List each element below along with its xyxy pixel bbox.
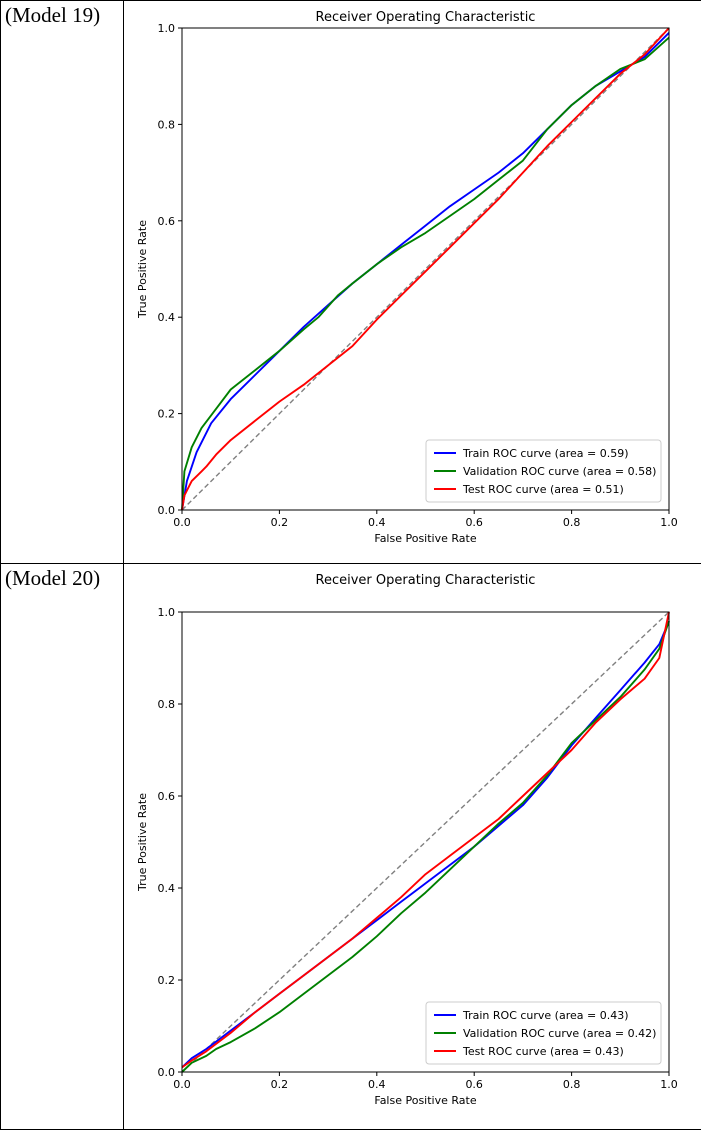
legend-entry: Validation ROC curve (area = 0.58) bbox=[463, 465, 656, 478]
y-tick-label: 0.4 bbox=[158, 882, 176, 895]
y-axis-label: True Positive Rate bbox=[136, 793, 149, 892]
x-tick-label: 0.4 bbox=[368, 1078, 386, 1091]
chance-diagonal-line bbox=[182, 28, 669, 510]
panel-row-model-20: (Model 20) Receiver Operating Characteri… bbox=[1, 564, 701, 1130]
y-ticks: 0.0 0.2 0.4 0.6 0.8 1.0 bbox=[158, 606, 183, 1079]
x-axis-label: False Positive Rate bbox=[374, 1094, 476, 1107]
x-tick-label: 0.6 bbox=[465, 1078, 483, 1091]
y-tick-label: 0.2 bbox=[158, 408, 176, 421]
chart-cell: Receiver Operating Characteristic 0.0 0.2… bbox=[124, 1, 701, 564]
y-tick-label: 0.6 bbox=[158, 790, 176, 803]
y-tick-label: 0.0 bbox=[158, 504, 176, 517]
model-label: (Model 20) bbox=[5, 566, 100, 591]
y-tick-label: 0.8 bbox=[158, 698, 176, 711]
x-tick-label: 0.8 bbox=[563, 516, 581, 529]
y-axis-label: True Positive Rate bbox=[136, 220, 149, 319]
y-tick-label: 0.8 bbox=[158, 118, 176, 131]
x-tick-label: 0.0 bbox=[173, 1078, 191, 1091]
panel-row-model-19: (Model 19) Receiver Operating Characteri… bbox=[1, 1, 701, 564]
y-tick-label: 1.0 bbox=[158, 22, 176, 35]
x-tick-label: 0.2 bbox=[271, 516, 289, 529]
legend-entry: Test ROC curve (area = 0.43) bbox=[462, 1045, 624, 1058]
legend-entry: Train ROC curve (area = 0.59) bbox=[462, 447, 629, 460]
x-tick-label: 0.6 bbox=[465, 516, 483, 529]
x-tick-label: 0.0 bbox=[173, 516, 191, 529]
x-tick-label: 0.2 bbox=[271, 1078, 289, 1091]
diagonal-layer bbox=[182, 28, 669, 510]
series-line-1 bbox=[182, 38, 669, 510]
model-label: (Model 19) bbox=[5, 3, 100, 28]
chart-title: Receiver Operating Characteristic bbox=[316, 10, 536, 25]
x-tick-label: 1.0 bbox=[660, 516, 678, 529]
legend: Train ROC curve (area = 0.59) Validation … bbox=[426, 440, 661, 502]
model-label-cell: (Model 20) bbox=[1, 564, 124, 1130]
series-line-0 bbox=[182, 621, 669, 1067]
x-tick-label: 1.0 bbox=[660, 1078, 678, 1091]
chart-title: Receiver Operating Characteristic bbox=[316, 573, 536, 588]
y-tick-label: 1.0 bbox=[158, 606, 176, 619]
y-tick-label: 0.0 bbox=[158, 1066, 176, 1079]
x-axis-label: False Positive Rate bbox=[374, 532, 476, 545]
roc-chart-model-20: Receiver Operating Characteristic 0.0 0.2… bbox=[124, 564, 701, 1130]
chart-cell: Receiver Operating Characteristic 0.0 0.2… bbox=[124, 564, 701, 1130]
legend-entry: Validation ROC curve (area = 0.42) bbox=[463, 1027, 656, 1040]
y-ticks: 0.0 0.2 0.4 0.6 0.8 1.0 bbox=[158, 22, 183, 517]
model-label-cell: (Model 19) bbox=[1, 1, 124, 564]
y-tick-label: 0.2 bbox=[158, 974, 176, 987]
roc-chart-model-19: Receiver Operating Characteristic 0.0 0.2… bbox=[124, 1, 701, 564]
legend-entry: Test ROC curve (area = 0.51) bbox=[462, 483, 624, 496]
legend: Train ROC curve (area = 0.43) Validation … bbox=[426, 1002, 661, 1064]
x-tick-label: 0.4 bbox=[368, 516, 386, 529]
x-tick-label: 0.8 bbox=[563, 1078, 581, 1091]
x-ticks: 0.0 0.2 0.4 0.6 0.8 1.0 bbox=[173, 1072, 678, 1091]
x-ticks: 0.0 0.2 0.4 0.6 0.8 1.0 bbox=[173, 510, 678, 529]
y-tick-label: 0.6 bbox=[158, 215, 176, 228]
y-tick-label: 0.4 bbox=[158, 311, 176, 324]
legend-entry: Train ROC curve (area = 0.43) bbox=[462, 1009, 629, 1022]
